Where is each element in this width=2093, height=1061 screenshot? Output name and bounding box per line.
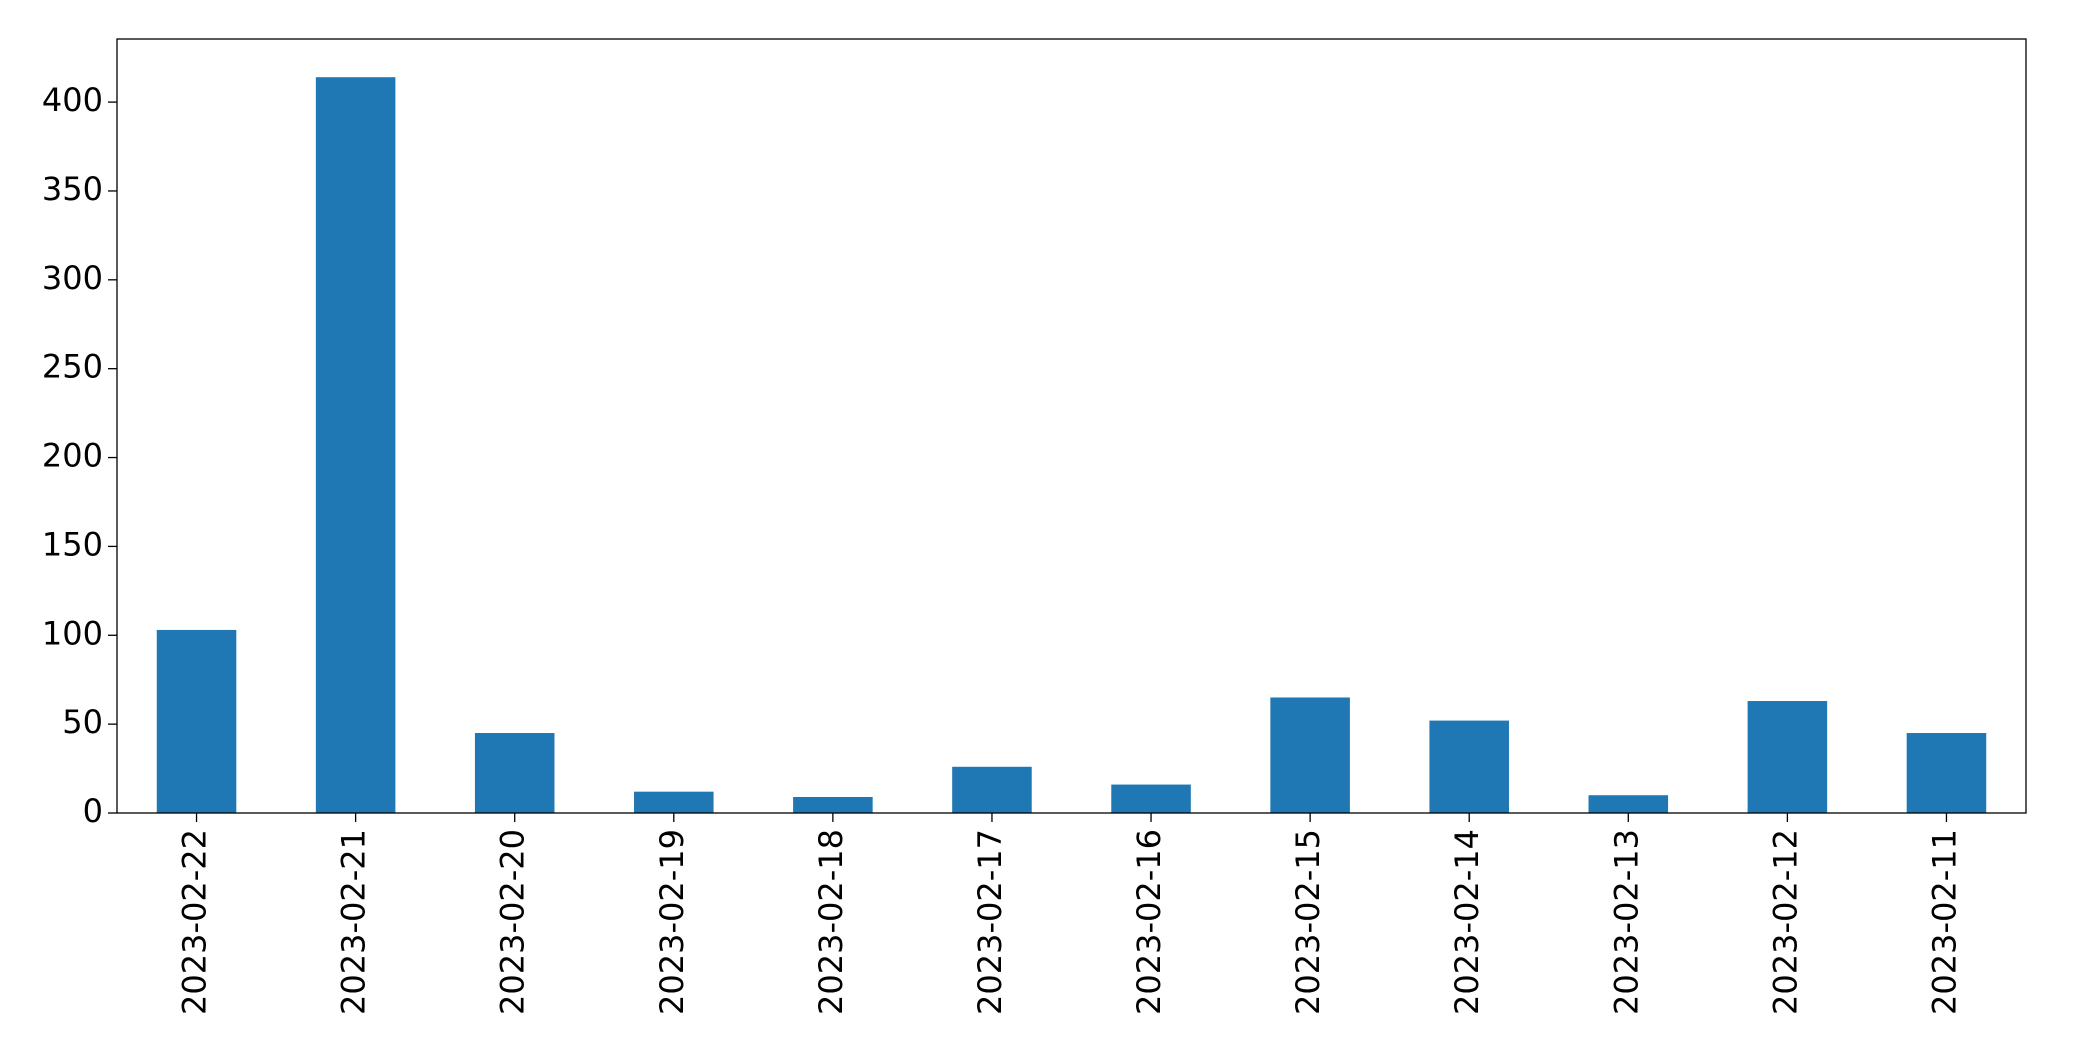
y-tick-label: 400 <box>42 81 103 119</box>
x-tick-label: 2023-02-14 <box>1448 829 1486 1015</box>
x-tick-label: 2023-02-21 <box>335 829 373 1015</box>
bar <box>156 629 237 813</box>
x-tick-label: 2023-02-19 <box>653 829 691 1015</box>
y-tick-label: 0 <box>83 792 103 830</box>
x-tick-label: 2023-02-20 <box>494 829 532 1015</box>
bar <box>1429 720 1509 813</box>
y-tick-label: 300 <box>42 259 103 297</box>
bar <box>1906 733 1987 813</box>
bar <box>952 766 1032 813</box>
bar <box>634 791 714 813</box>
y-tick-label: 250 <box>42 348 103 386</box>
y-tick-label: 200 <box>42 437 103 475</box>
bar <box>1588 795 1669 813</box>
bar <box>1111 784 1191 813</box>
bar <box>793 797 873 813</box>
bar <box>474 733 555 813</box>
bar <box>1270 697 1350 813</box>
x-tick-label: 2023-02-15 <box>1289 829 1327 1015</box>
plot-frame <box>116 38 2027 814</box>
y-tick-label: 50 <box>62 703 103 741</box>
x-tick-label: 2023-02-17 <box>971 829 1009 1015</box>
bar <box>315 77 396 814</box>
y-tick-label: 100 <box>42 614 103 652</box>
x-tick-label: 2023-02-11 <box>1925 829 1963 1015</box>
y-tick-label: 150 <box>42 525 103 563</box>
bar <box>1747 701 1828 813</box>
x-tick-label: 2023-02-22 <box>176 829 214 1015</box>
x-tick-label: 2023-02-18 <box>812 829 850 1015</box>
x-tick-label: 2023-02-12 <box>1766 829 1804 1015</box>
x-tick-label: 2023-02-13 <box>1607 829 1645 1015</box>
x-tick-label: 2023-02-16 <box>1130 829 1168 1015</box>
y-tick-label: 350 <box>42 170 103 208</box>
